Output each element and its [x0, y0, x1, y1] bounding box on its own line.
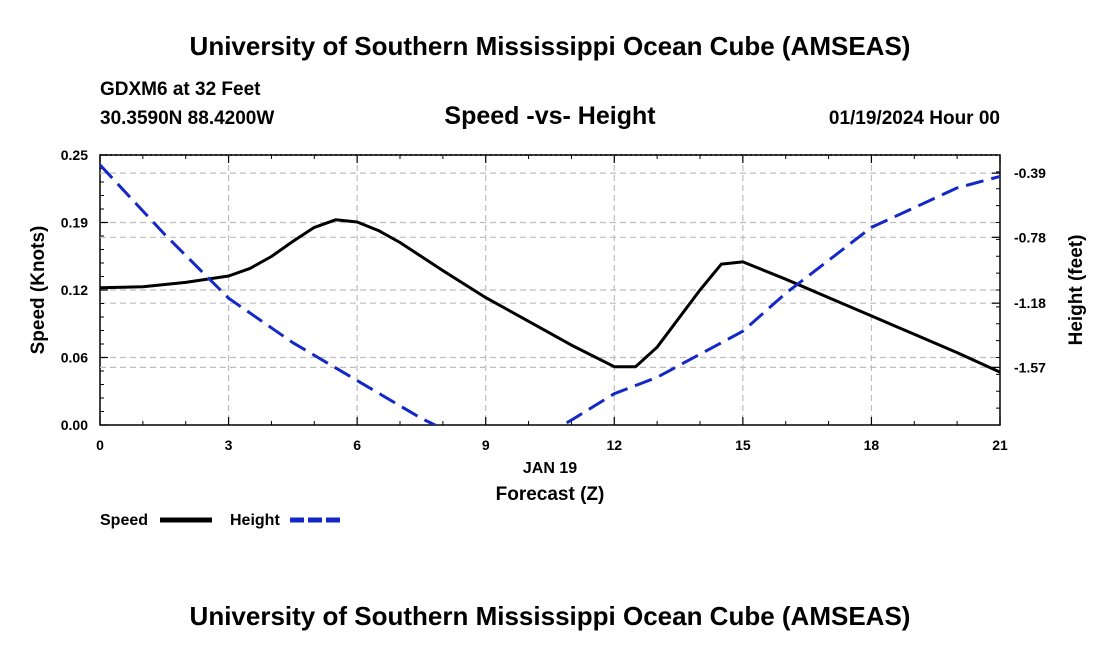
- x-tick-label: 0: [96, 437, 104, 453]
- axis-ticks: 0 3 6 9 12 15 18 21 0.00 0.06 0.12 0.19 0.25 -0.39 -0.…: [61, 147, 1046, 453]
- x-axis-title: Forecast (Z): [496, 484, 605, 505]
- legend-label-speed: Speed: [100, 512, 148, 529]
- y-right-axis-title: Height (feet): [1066, 235, 1087, 346]
- y-left-tick-label: 0.06: [61, 350, 88, 366]
- x-tick-label: 6: [353, 437, 361, 453]
- x-date-label: JAN 19: [523, 460, 577, 477]
- series-line-height: [100, 163, 1000, 425]
- y-left-tick-label: 0.25: [61, 147, 88, 163]
- legend: Speed Height: [100, 512, 342, 529]
- station-label: GDXM6 at 32 Feet: [100, 79, 261, 100]
- y-left-tick-label: 0.12: [61, 282, 88, 298]
- x-tick-label: 3: [225, 437, 233, 453]
- series-line-speed: [100, 218, 1000, 374]
- x-tick-label: 9: [482, 437, 490, 453]
- forecast-datetime: 01/19/2024 Hour 00: [829, 108, 1000, 129]
- legend-label-height: Height: [230, 512, 280, 529]
- y-right-tick-label: -1.18: [1014, 295, 1046, 311]
- y-right-tick-label: -0.78: [1014, 229, 1046, 245]
- x-tick-label: 18: [864, 437, 880, 453]
- x-tick-label: 12: [606, 437, 622, 453]
- y-left-axis-title: Speed (Knots): [28, 226, 49, 355]
- location-label: 30.3590N 88.4200W: [100, 108, 274, 129]
- data-series: [100, 163, 1000, 425]
- y-left-tick-label: 0.19: [61, 215, 88, 231]
- x-tick-label: 15: [735, 437, 751, 453]
- chart-title: Speed -vs- Height: [444, 102, 656, 130]
- y-left-tick-label: 0.00: [61, 417, 88, 433]
- y-right-tick-label: -0.39: [1014, 165, 1046, 181]
- y-right-tick-label: -1.57: [1014, 359, 1046, 375]
- x-tick-label: 21: [992, 437, 1008, 453]
- grid-lines: [100, 155, 1000, 425]
- page-title: University of Southern Mississippi Ocean…: [190, 31, 911, 61]
- footer-title: University of Southern Mississippi Ocean…: [190, 601, 911, 631]
